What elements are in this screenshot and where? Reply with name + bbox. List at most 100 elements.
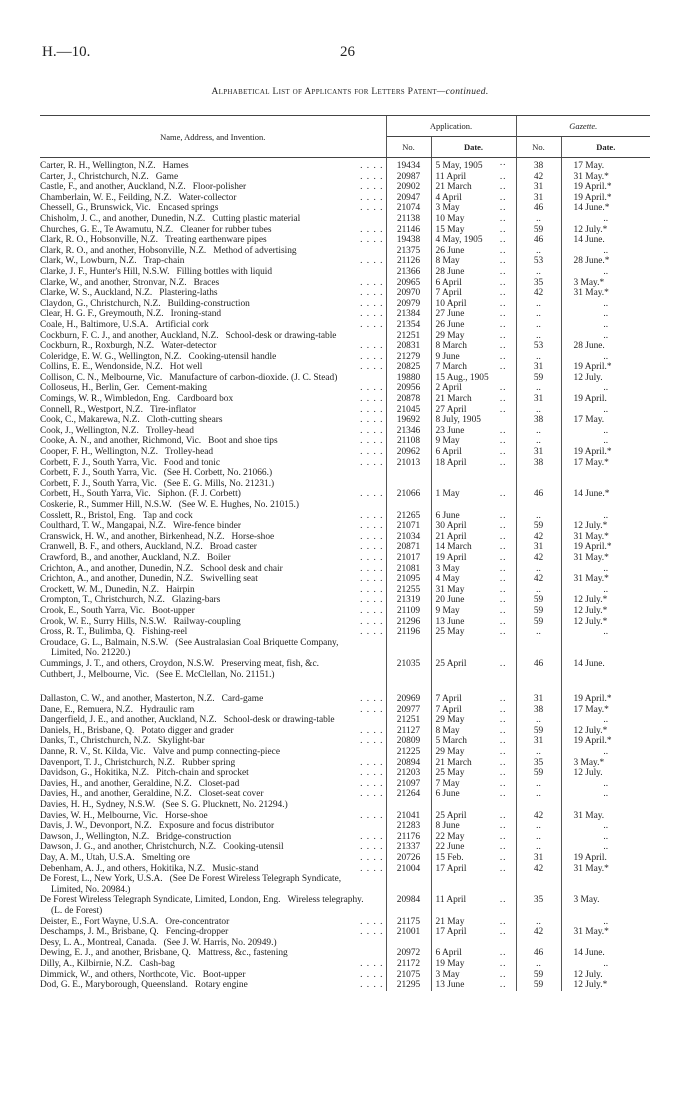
applicant-name: Cockburn, F. C. J., and another, Aucklan… [40, 330, 219, 341]
table-row: Coleridge, E. W. G., Wellington, N.Z. Coo… [40, 351, 651, 363]
applicant-text: Coskerie, R., Summer Hill, N.S.W. (See W.… [40, 500, 386, 511]
applicant-cell: Coale, H., Baltimore, U.S.A. Artificial c… [40, 320, 386, 331]
applicant-name: Dawson, J., Wellington, N.Z. [40, 831, 150, 842]
applicant-cell: Cook, C., Makarewa, N.Z. Cloth-cutting sh… [40, 415, 386, 426]
table-row: Davidson, G., Hokitika, N.Z. Pitch-chain … [40, 768, 651, 779]
invention: Skylight-bar [157, 736, 205, 747]
table-row: Davies, W. H., Melbourne, Vic. Horse-shoe… [40, 810, 651, 822]
application-date: 20 June [435, 595, 465, 606]
dot-leader: .. [499, 916, 507, 927]
applicant-name: Clarke, W. S., Auckland, N.Z. [40, 288, 153, 299]
title-main: Alphabetical List of Applicants for Lett… [211, 87, 437, 97]
applicant-text: Dewing, E. J., and another, Brisbane, Q.… [40, 948, 386, 959]
table-row: Danne, R. V., St. Kilda, Vic. Valve and p… [40, 747, 651, 758]
applicant-cell: Davies, W. H., Melbourne, Vic. Horse-shoe… [40, 811, 386, 822]
application-date-cell: 6 April.. [430, 447, 517, 458]
dot-leader: . . . . [360, 319, 384, 330]
application-number: 21097 [385, 778, 431, 790]
applicant-text: Corbett, F. J., South Yarra, Vic. (See H.… [40, 468, 386, 479]
dot-leader: . . . . [360, 810, 384, 821]
applicant-text: Claydon, G., Christchurch, N.Z. Building-… [40, 299, 386, 310]
application-number: 21081 [385, 563, 431, 575]
applicant-cell: Clark, W., Lowburn, N.Z. Trap-chain . . . … [40, 256, 386, 267]
gazette-number: 31 [515, 192, 562, 204]
applicant-name: Carter, J., Christchurch, N.Z. [40, 171, 149, 182]
gazette-date: 19 April.* [560, 542, 651, 553]
table-row: Davies, H. H., Sydney, N.S.W. (See S. G. … [40, 800, 651, 811]
application-date-cell: 25 May.. [430, 627, 517, 638]
gazette-date: 17 May.* [560, 704, 651, 716]
table-row: Desy, L. A., Montreal, Canada. (See J. W.… [40, 937, 651, 949]
gazette-number: 31 [515, 182, 562, 193]
table-row: Dallaston, C. W., and another, Masterton… [40, 694, 651, 705]
table-row: Dane, E., Remuera, N.Z. Hydraulic ram . . … [40, 704, 651, 716]
gazette-number: 46 [515, 203, 562, 214]
table-row: Dangerfield, J. E., and another, Aucklan… [40, 715, 651, 726]
gazette-date [560, 500, 651, 511]
application-number: 21146 [385, 224, 431, 236]
table-row: Castle, F., and another, Auckland, N.Z. F… [40, 182, 651, 193]
application-date-cell [430, 637, 517, 659]
dot-leader: . . . . [360, 404, 384, 415]
gazette-number: 59 [515, 768, 562, 779]
application-date-cell: 25 May.. [430, 768, 517, 779]
table-row: Clark, R. O., and another, Hobsonville, … [40, 245, 651, 257]
invention: Horse-shoe [231, 531, 275, 542]
dot-leader: .. [499, 658, 507, 669]
application-date: 29 May [435, 715, 465, 726]
application-date-cell: 30 April.. [430, 521, 517, 532]
applicant-name: Crook, E., South Yarra, Vic. [40, 605, 145, 616]
table-row: Churches, G. E., Te Awamutu, N.Z. Cleaner… [40, 224, 651, 236]
dot-leader: . . . . [360, 916, 384, 927]
applicant-text: Chisholm, J. C., and another, Dunedin, N… [40, 214, 386, 225]
application-number: 21295 [385, 980, 431, 991]
application-number: 21004 [385, 863, 431, 875]
application-date: 5 March [435, 736, 468, 747]
gazette-number: 42 [515, 927, 562, 938]
application-date: 7 April [435, 694, 462, 705]
table-row: Cosslett, R., Bristol, Eng. Tap and cock.… [40, 510, 651, 522]
invention: Encased springs [157, 203, 219, 214]
dot-leader: . . . . [360, 383, 384, 394]
gazette-date: 19 April. [560, 394, 651, 405]
dot-leader: . . . . [360, 778, 384, 789]
table-row: Dilly, A., Kilbirnie, N.Z. Cash-bag . . . … [40, 958, 651, 970]
applicant-name: Cooper, F. H., Wellington, N.Z. [40, 447, 158, 458]
application-number [385, 478, 431, 490]
applicant-name: Cook, C., Makarewa, N.Z. [40, 415, 140, 426]
application-number: 21138 [385, 213, 431, 225]
applicant-cell: Davies, H., and another, Geraldine, N.Z.… [40, 789, 386, 800]
application-date-cell: 15 Feb... [430, 853, 517, 864]
table-row: Deschamps, J. M., Brisbane, Q. Fencing-dr… [40, 927, 651, 938]
applicant-name: Corbett, F. J., South Yarra, Vic. [40, 468, 157, 479]
applicant-name: Crichton, A., and another, Dunedin, N.Z. [40, 574, 194, 585]
dot-leader: . . . . [360, 256, 384, 267]
applicant-cell: Dangerfield, J. E., and another, Aucklan… [40, 715, 386, 726]
gazette-date: .. [560, 351, 651, 363]
applicant-text: Dawson, J. G., and another, Christchurch… [40, 842, 386, 853]
applicant-cell: Carter, J., Christchurch, N.Z. Game . . . … [40, 172, 386, 183]
applicant-text: Dod, G. E., Maryborough, Queensland. Rota… [40, 980, 386, 991]
application-date: 15 May [435, 224, 465, 235]
applicant-name: Dawson, J. G., and another, Christchurch… [40, 842, 217, 853]
invention: Filling bottles with liquid [176, 266, 273, 277]
gazette-number: 38 [515, 157, 562, 172]
applicant-text: Clarke, W., and another, Stronvar, N.Z. B… [40, 278, 386, 289]
application-date-cell: 19 April.. [430, 552, 517, 564]
applicant-name: Cross, R. T., Bulimba, Q. [40, 627, 135, 638]
application-date-cell: 22 May.. [430, 831, 517, 843]
application-date: 11 April [435, 171, 467, 182]
applicant-text: Corbett, F. J., South Yarra, Vic. Food an… [40, 458, 386, 469]
dot-leader: . . . . [360, 224, 384, 235]
application-date-cell: 26 June.. [430, 245, 517, 257]
gazette-number: 46 [515, 235, 562, 246]
table-row: Cummings, J. T., and others, Croydon, N.… [40, 658, 651, 670]
gazette-number: 42 [515, 531, 562, 543]
invention: Boot and shoe tips [208, 436, 278, 447]
gazette-date: 12 July.* [560, 595, 651, 606]
application-number: 20979 [385, 298, 431, 310]
applicant-name: Davies, H., and another, Geraldine, N.Z. [40, 778, 192, 789]
applicant-name: Chamberlain, W. E., Feilding, N.Z. [40, 192, 172, 203]
applicant-text: De Forest Wireless Telegraph Syndicate, … [40, 895, 386, 916]
dot-leader: .. [499, 351, 507, 362]
